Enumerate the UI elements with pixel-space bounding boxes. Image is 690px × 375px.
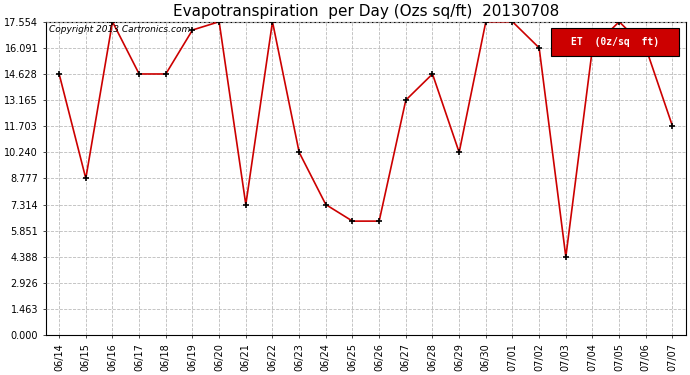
Title: Evapotranspiration  per Day (Ozs sq/ft)  20130708: Evapotranspiration per Day (Ozs sq/ft) 2…	[172, 4, 559, 19]
Text: ET  (0z/sq  ft): ET (0z/sq ft)	[571, 37, 660, 47]
Text: Copyright 2013 Cartronics.com: Copyright 2013 Cartronics.com	[49, 25, 190, 34]
FancyBboxPatch shape	[551, 28, 680, 56]
